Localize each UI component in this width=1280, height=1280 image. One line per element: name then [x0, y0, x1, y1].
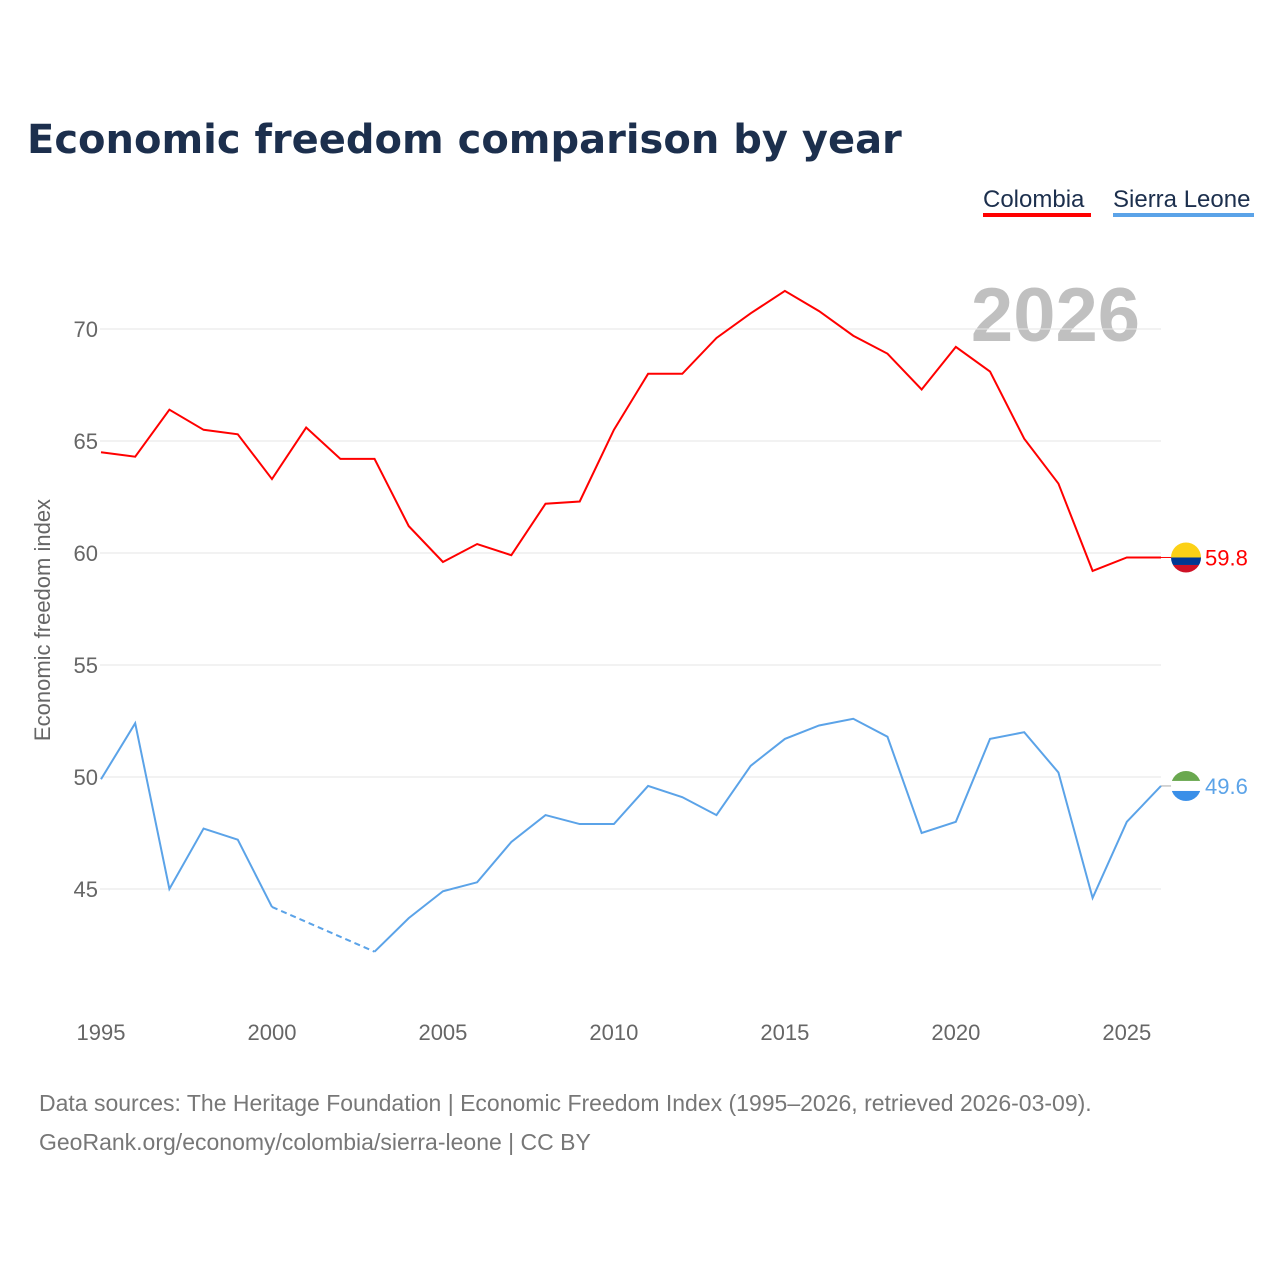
colombia-flag-icon — [1171, 542, 1201, 573]
chart-title: Economic freedom comparison by year — [27, 117, 902, 163]
flag-stripe-green — [1171, 770, 1201, 781]
colombia-end-label: 59.8 — [1205, 545, 1248, 570]
flag-stripe-white — [1171, 780, 1201, 791]
x-tick-label: 2015 — [760, 1020, 809, 1045]
y-axis-label: Economic freedom index — [30, 499, 55, 741]
legend-swatch — [1113, 213, 1254, 217]
legend-label: Colombia — [983, 186, 1085, 213]
legend-item-sierra-leone[interactable]: Sierra Leone — [1113, 186, 1254, 217]
y-tick-label: 55 — [74, 653, 98, 678]
flag-stripe-blue — [1171, 790, 1201, 801]
x-tick-label: 2005 — [418, 1020, 467, 1045]
y-tick-label: 65 — [74, 429, 98, 454]
x-tick-label: 2025 — [1102, 1020, 1151, 1045]
x-tick-label: 2020 — [931, 1020, 980, 1045]
source-line-1: Data sources: The Heritage Foundation | … — [39, 1090, 1092, 1116]
year-watermark: 2026 — [971, 273, 1140, 358]
sierra-leone-flag-icon — [1171, 770, 1201, 801]
flag-stripe-blue — [1171, 557, 1201, 565]
x-tick-label: 2000 — [247, 1020, 296, 1045]
y-tick-label: 50 — [74, 765, 98, 790]
sierra-leone-line — [373, 717, 1162, 953]
sierra-leone-gap-line — [271, 906, 375, 953]
source-line-2: GeoRank.org/economy/colombia/sierra-leon… — [39, 1129, 591, 1155]
y-tick-label: 70 — [74, 317, 98, 342]
y-tick-label: 45 — [74, 877, 98, 902]
legend-item-colombia[interactable]: Colombia — [983, 186, 1091, 217]
flag-stripe-red — [1171, 564, 1201, 573]
y-tick-label: 60 — [74, 541, 98, 566]
sierra-leone-end-label: 49.6 — [1205, 774, 1248, 799]
sierra-leone-line — [100, 720, 273, 908]
flag-stripe-yellow — [1171, 542, 1201, 558]
legend-label: Sierra Leone — [1113, 186, 1250, 213]
legend-swatch — [983, 213, 1091, 217]
x-tick-label: 1995 — [77, 1020, 126, 1045]
colombia-line — [100, 289, 1161, 573]
x-tick-label: 2010 — [589, 1020, 638, 1045]
